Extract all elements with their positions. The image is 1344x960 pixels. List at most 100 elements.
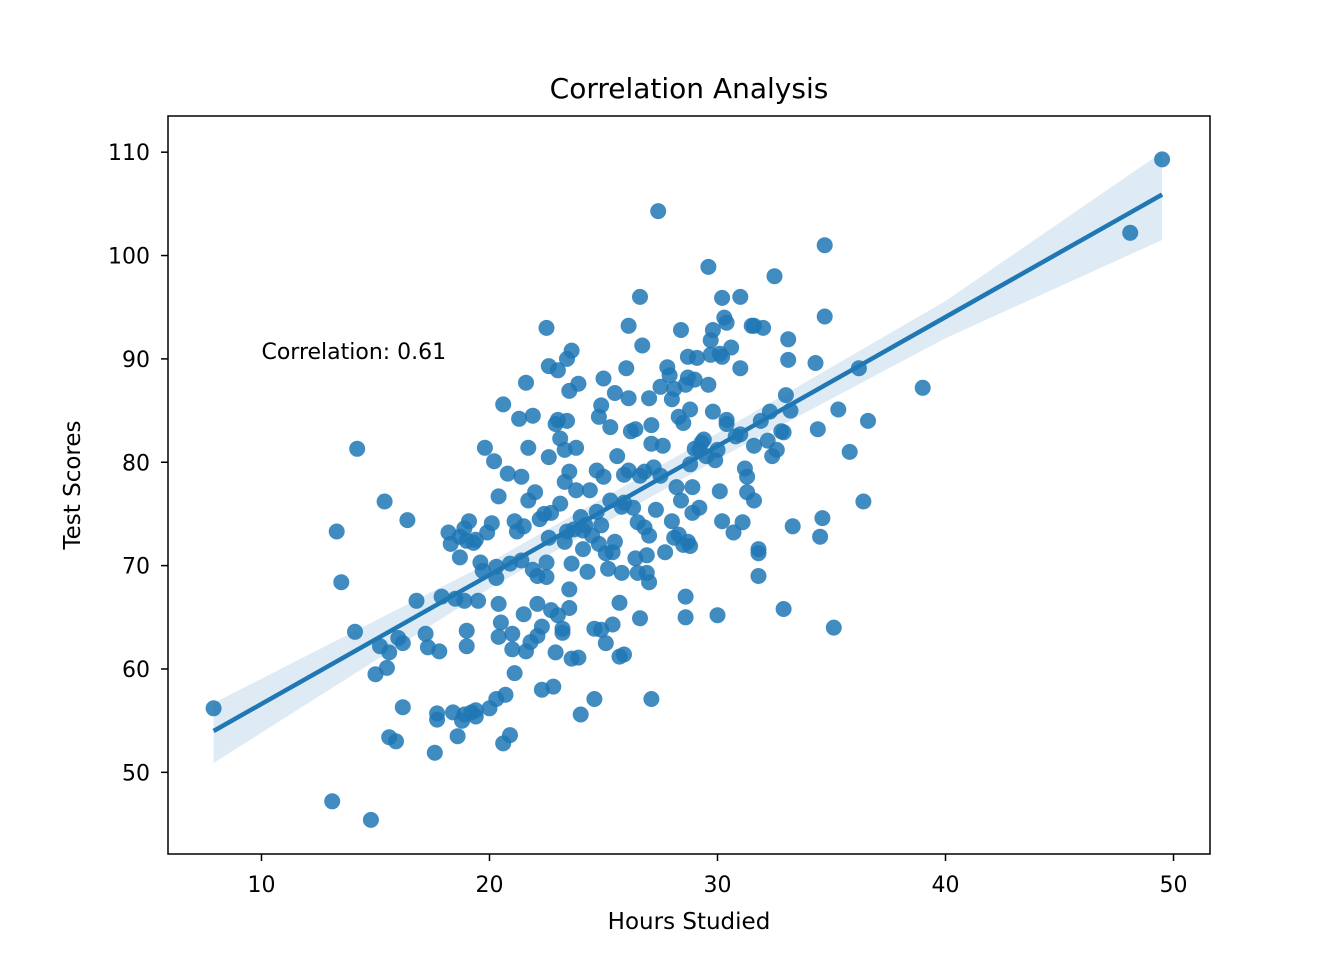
- data-point: [816, 237, 833, 254]
- data-point: [518, 374, 534, 391]
- data-point: [593, 397, 610, 414]
- data-point: [809, 421, 826, 438]
- data-point: [497, 686, 514, 703]
- data-point: [575, 541, 591, 558]
- data-point: [408, 592, 425, 609]
- data-point: [643, 691, 660, 707]
- y-tick-label: 100: [108, 245, 150, 270]
- data-point: [689, 349, 705, 366]
- x-tick-label: 30: [704, 873, 732, 898]
- data-point: [620, 390, 637, 407]
- data-point: [529, 595, 546, 612]
- data-point: [570, 649, 587, 666]
- data-point: [739, 468, 756, 485]
- x-tick-label: 10: [247, 873, 275, 898]
- data-point: [734, 514, 751, 531]
- data-point: [606, 385, 623, 401]
- data-point: [714, 513, 731, 530]
- data-point: [595, 370, 612, 387]
- data-point: [527, 484, 544, 501]
- data-point: [755, 319, 772, 336]
- data-point: [711, 483, 728, 500]
- data-point: [746, 437, 762, 454]
- data-points-layer: [205, 151, 1171, 828]
- data-point: [684, 479, 701, 496]
- regression-line-layer: [212, 192, 1164, 733]
- x-tick-label: 40: [932, 873, 960, 898]
- data-point: [816, 308, 833, 325]
- data-point: [650, 203, 667, 220]
- data-point: [641, 574, 658, 591]
- data-point: [495, 396, 512, 413]
- y-tick-label: 80: [122, 451, 150, 476]
- data-point: [613, 564, 630, 581]
- data-point: [675, 415, 692, 431]
- data-point: [855, 493, 872, 510]
- data-point: [502, 727, 518, 744]
- data-point: [825, 619, 842, 636]
- data-point: [533, 618, 550, 635]
- data-point: [483, 515, 500, 532]
- data-point: [784, 518, 801, 535]
- data-point: [860, 412, 876, 429]
- data-point: [568, 482, 585, 499]
- data-point: [563, 555, 580, 572]
- data-point: [504, 641, 521, 658]
- data-point: [490, 595, 507, 612]
- data-point: [429, 705, 446, 722]
- data-point: [581, 482, 598, 499]
- data-point: [775, 601, 792, 617]
- data-point: [638, 547, 655, 564]
- data-point: [563, 342, 580, 359]
- data-point: [718, 314, 735, 331]
- data-point: [554, 620, 571, 637]
- data-point: [812, 528, 829, 545]
- data-point: [652, 378, 669, 395]
- data-point: [506, 665, 523, 682]
- data-point: [695, 431, 712, 448]
- data-point: [663, 513, 680, 530]
- data-point: [470, 592, 487, 609]
- data-point: [328, 523, 345, 540]
- y-tick-label: 50: [122, 761, 150, 786]
- data-point: [426, 744, 443, 761]
- data-point: [718, 411, 735, 428]
- data-point: [467, 531, 484, 548]
- data-point: [524, 407, 541, 424]
- data-point: [513, 468, 530, 485]
- data-point: [632, 288, 648, 305]
- y-tick-label: 60: [122, 658, 150, 683]
- chart-title: Correlation Analysis: [550, 72, 829, 105]
- data-point: [417, 625, 434, 642]
- data-point: [618, 360, 635, 377]
- data-point: [611, 594, 628, 611]
- data-point: [632, 610, 648, 627]
- data-point: [620, 317, 637, 334]
- data-point: [775, 424, 792, 441]
- data-point: [579, 563, 596, 580]
- y-tick-label: 90: [122, 348, 150, 373]
- data-point: [515, 518, 532, 535]
- data-point: [841, 443, 858, 460]
- data-point: [1154, 151, 1171, 168]
- data-point: [394, 635, 411, 652]
- y-tick-label: 70: [122, 555, 150, 580]
- data-point: [704, 403, 721, 420]
- data-point: [394, 699, 411, 716]
- data-point: [570, 375, 587, 392]
- data-point: [549, 607, 566, 624]
- data-point: [604, 616, 621, 633]
- data-point: [572, 706, 589, 723]
- x-axis-label: Hours Studied: [608, 909, 771, 935]
- data-point: [616, 646, 632, 663]
- data-point: [458, 638, 475, 655]
- data-point: [540, 449, 557, 466]
- data-point: [538, 554, 555, 571]
- y-axis-label: Test Scores: [60, 420, 86, 550]
- data-point: [467, 708, 484, 725]
- x-tick-label: 20: [475, 873, 503, 898]
- data-point: [714, 289, 731, 306]
- data-point: [499, 465, 516, 482]
- data-point: [504, 625, 521, 642]
- data-point: [561, 463, 578, 480]
